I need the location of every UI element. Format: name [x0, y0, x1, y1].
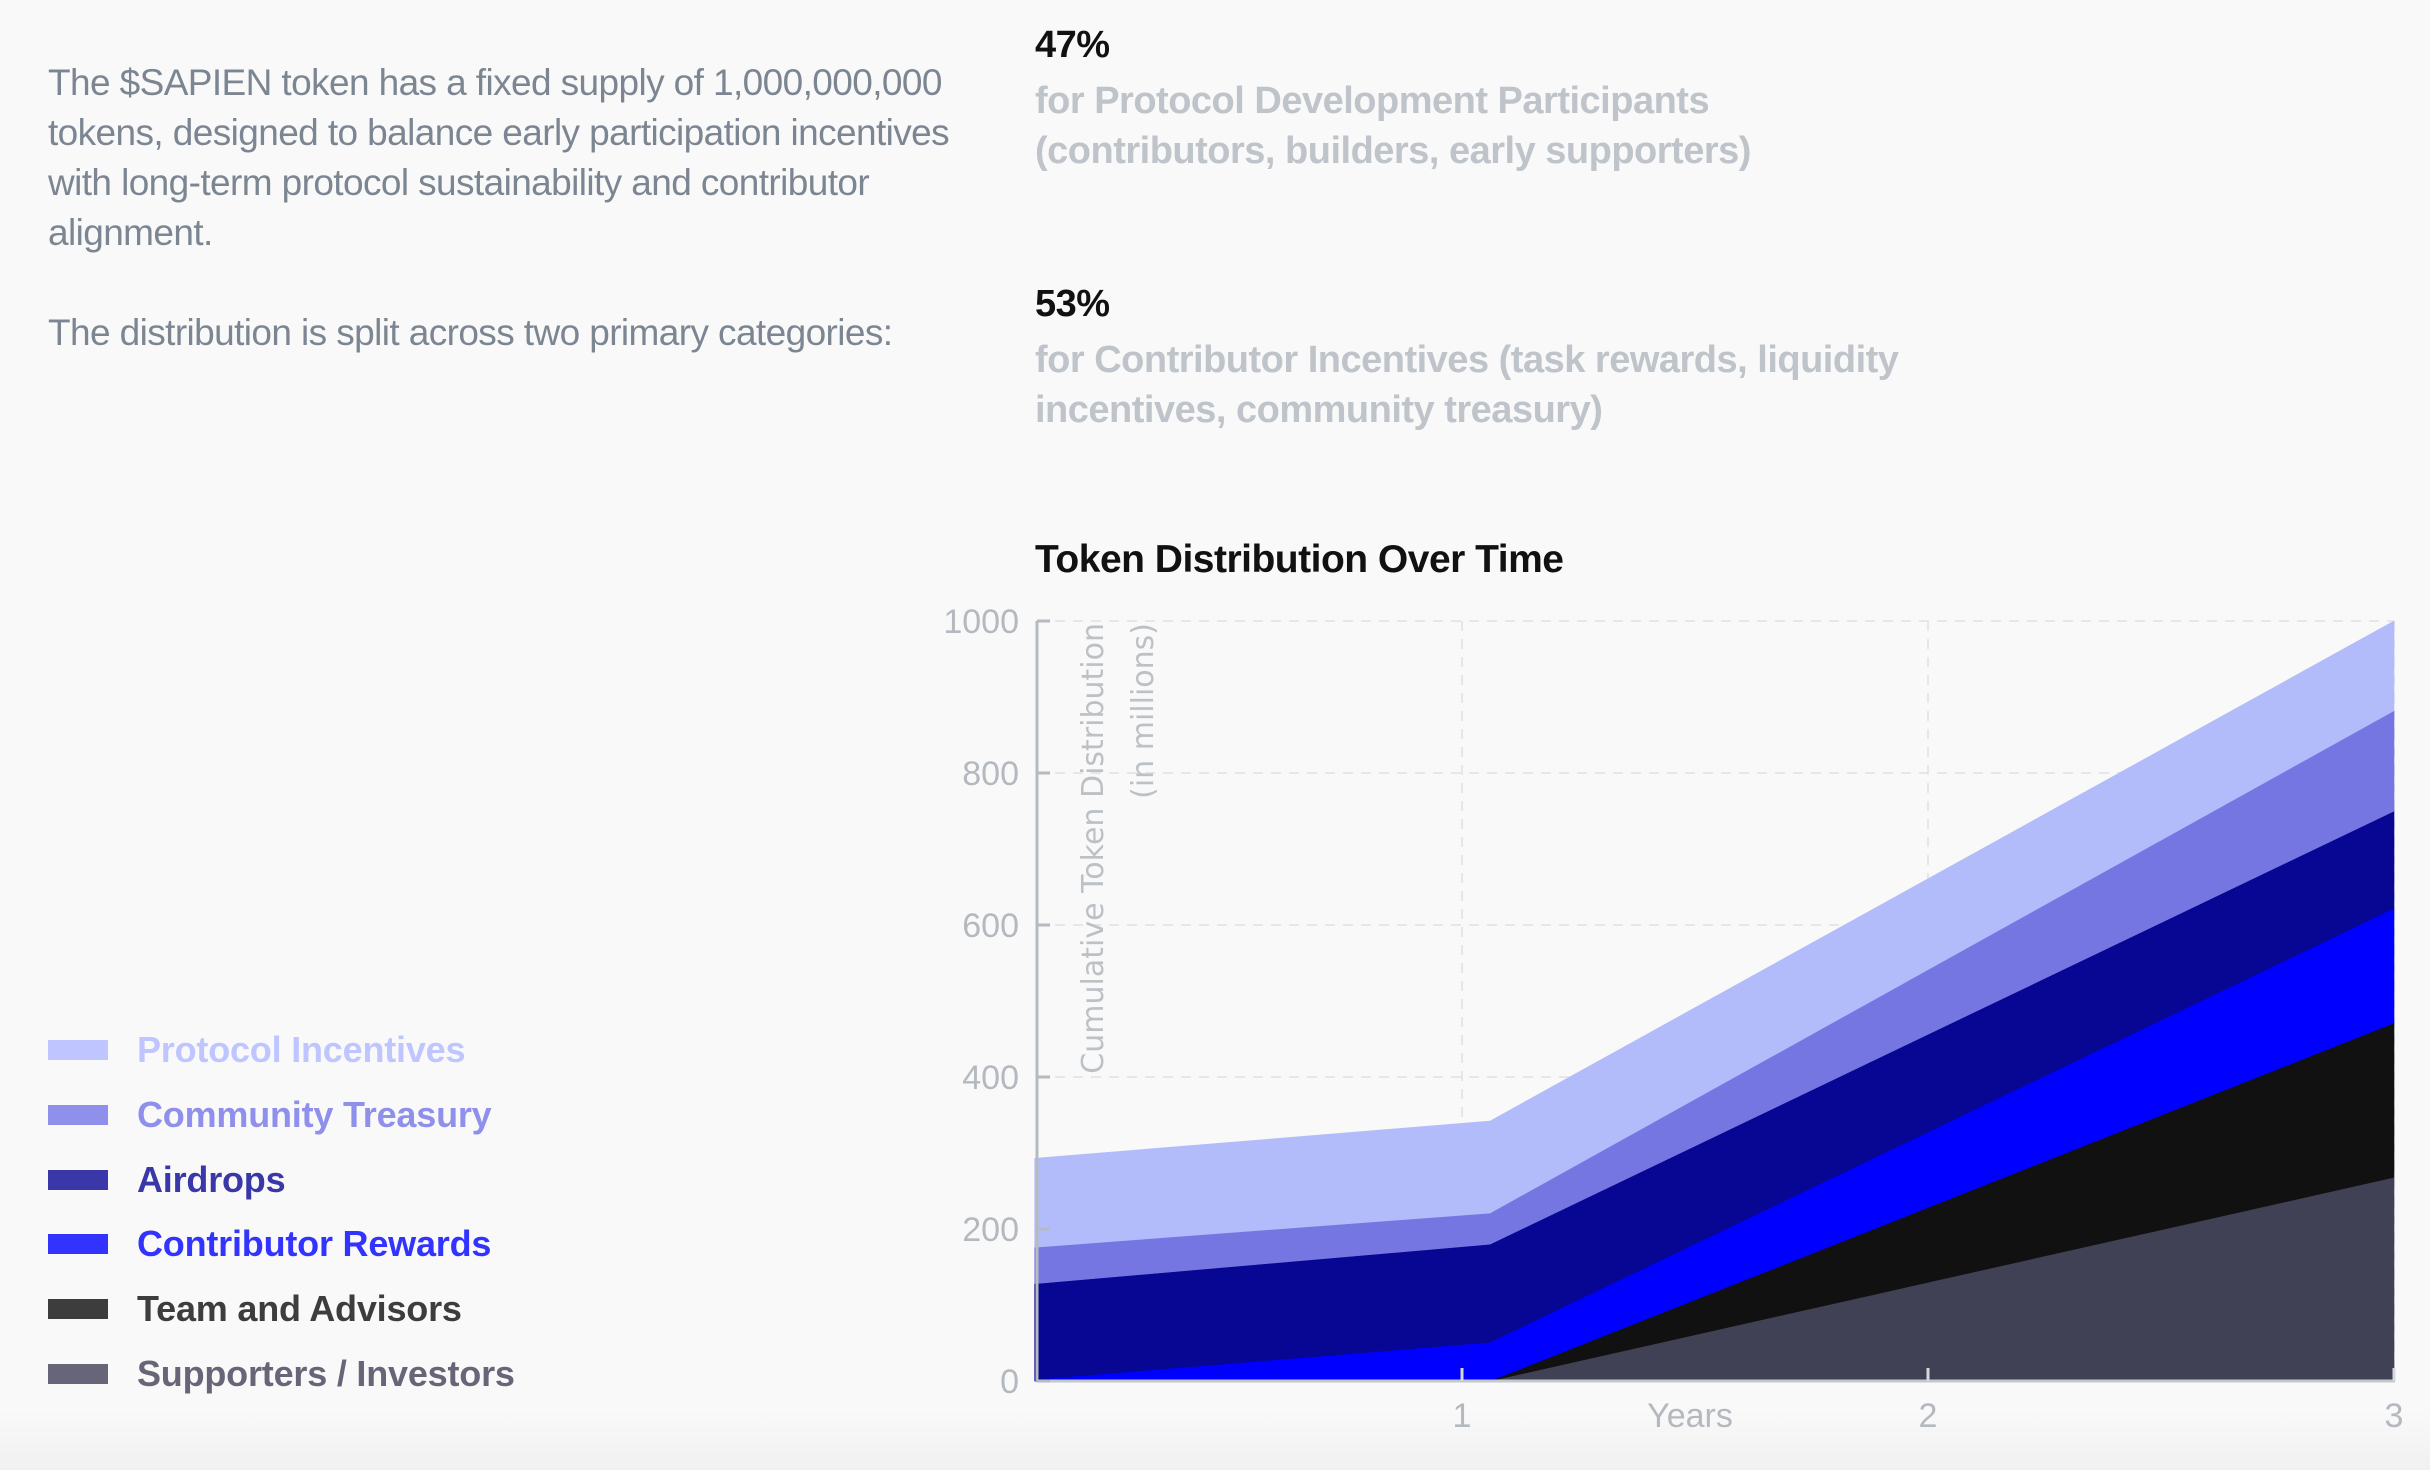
legend-item-community-treasury: Community Treasury	[48, 1083, 515, 1148]
y-tick-label: 800	[962, 755, 1019, 793]
legend-item-contributor-rewards: Contributor Rewards	[48, 1212, 515, 1277]
legend-swatch	[48, 1234, 108, 1255]
stat-value: 53%	[1035, 283, 1110, 325]
stat-description: for Protocol Development Participants (c…	[1035, 80, 1751, 172]
x-tick-label: 1	[1453, 1397, 1472, 1435]
legend-item-supporters-investors: Supporters / Investors	[48, 1341, 515, 1406]
legend-label: Team and Advisors	[137, 1288, 462, 1330]
legend-label: Airdrops	[137, 1158, 286, 1200]
x-tick-label: 2	[1919, 1397, 1938, 1435]
stacked-areas	[1034, 620, 2395, 1382]
legend-swatch	[48, 1169, 108, 1190]
x-axis-title: Years	[1647, 1397, 1733, 1435]
intro-paragraph: The $SAPIEN token has a fixed supply of …	[48, 62, 950, 253]
stat-contributor-incentives: 53% for Contributor Incentives (task rew…	[1035, 281, 1935, 435]
stat-description: for Contributor Incentives (task rewards…	[1035, 339, 1899, 431]
axes	[1035, 619, 2396, 1383]
y-tick-label: 1000	[943, 603, 1019, 641]
legend-swatch	[48, 1363, 108, 1384]
y-axis-subtitle: (in millions)	[1126, 623, 1161, 799]
y-tick-label: 200	[962, 1211, 1019, 1249]
legend-item-protocol-incentives: Protocol Incentives	[48, 1018, 515, 1083]
y-axis-title: Cumulative Token Distribution	[1076, 623, 1111, 1074]
legend-swatch	[48, 1105, 108, 1126]
legend-label: Protocol Incentives	[137, 1029, 466, 1071]
stat-protocol-development: 47% for Protocol Development Participant…	[1035, 22, 1935, 176]
x-tick-label: 3	[2385, 1397, 2404, 1435]
intro-text: The $SAPIEN token has a fixed supply of …	[48, 58, 988, 408]
y-tick-label: 0	[1000, 1363, 1019, 1401]
y-tick-label: 400	[962, 1059, 1019, 1097]
legend-swatch	[48, 1299, 108, 1320]
tick-labels: 0 200 400 600 800 1000 1 2 3	[943, 603, 2403, 1435]
chart-title: Token Distribution Over Time	[1035, 538, 1564, 581]
legend-swatch	[48, 1040, 108, 1061]
legend-label: Community Treasury	[137, 1094, 492, 1136]
legend-item-airdrops: Airdrops	[48, 1147, 515, 1212]
area-protocol-incentives	[1034, 620, 2395, 1248]
chart-legend: Protocol Incentives Community Treasury A…	[48, 1018, 515, 1406]
legend-label: Supporters / Investors	[137, 1352, 515, 1394]
legend-label: Contributor Rewards	[137, 1223, 492, 1265]
intro-paragraph: The distribution is split across two pri…	[48, 312, 893, 353]
legend-item-team-and-advisors: Team and Advisors	[48, 1277, 515, 1342]
stat-value: 47%	[1035, 24, 1110, 66]
y-tick-label: 600	[962, 907, 1019, 945]
